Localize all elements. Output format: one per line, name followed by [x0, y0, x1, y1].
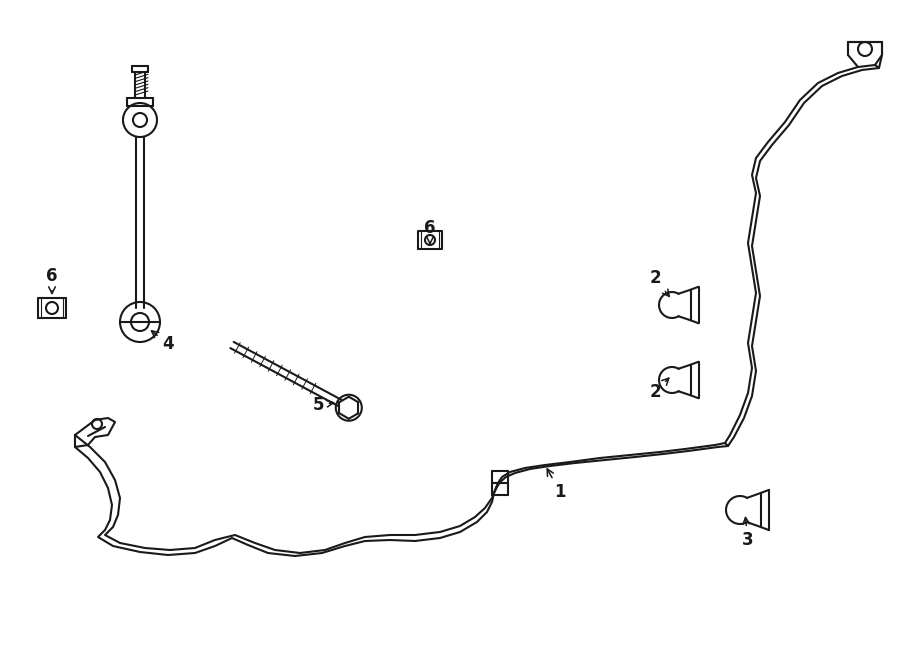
Text: 6: 6	[46, 267, 58, 293]
Text: 1: 1	[547, 469, 566, 501]
Text: 6: 6	[424, 219, 436, 244]
Text: 4: 4	[151, 330, 174, 353]
Text: 2: 2	[649, 378, 669, 401]
Text: 3: 3	[742, 518, 754, 549]
Text: 2: 2	[649, 269, 670, 296]
Text: 5: 5	[312, 396, 334, 414]
